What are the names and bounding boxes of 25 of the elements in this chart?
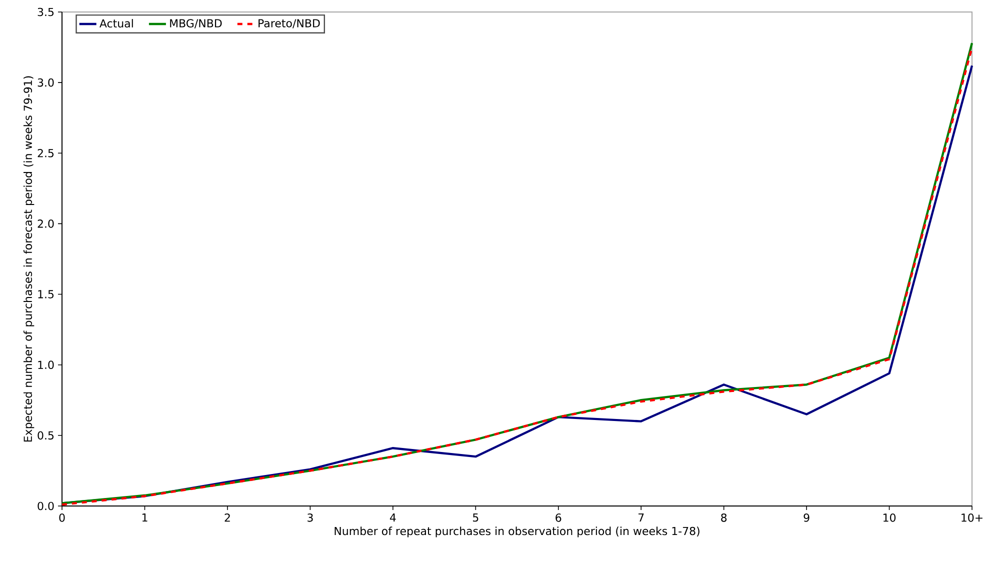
x-tick-label: 4 (390, 514, 396, 522)
y-tick-label: 3.5 (38, 8, 54, 16)
x-tick-label: 5 (472, 514, 478, 522)
x-tick-label: 2 (224, 514, 230, 522)
legend-label: MBG/NBD (170, 19, 222, 28)
x-tick-label: 10+ (962, 514, 982, 522)
x-tick-label: 7 (638, 514, 644, 522)
x-tick-label: 6 (556, 514, 562, 522)
y-tick-label: 0.0 (38, 502, 54, 510)
x-tick-label: 9 (804, 514, 810, 522)
y-tick-label: 1.5 (38, 290, 54, 298)
y-tick-label: 0.5 (38, 431, 54, 440)
x-tick-label: 8 (721, 514, 727, 522)
x-axis-title: Number of repeat purchases in observation period (in weeks 1-78) (334, 526, 700, 538)
y-tick-label: 1.0 (38, 360, 54, 370)
x-tick-label: 1 (142, 514, 148, 522)
legend-label: Pareto/NBD (258, 19, 320, 28)
y-tick-label: 2.5 (38, 148, 54, 158)
x-tick-label: 10 (883, 514, 896, 522)
y-axis-title: Expected number of purchases in forecast period (in weeks 79-91) (24, 76, 34, 442)
y-tick-label: 3.0 (38, 78, 54, 87)
y-tick-label: 2.0 (38, 220, 54, 228)
legend-label: Actual (100, 19, 133, 28)
x-tick-label: 0 (59, 514, 65, 522)
x-tick-label: 3 (308, 514, 313, 522)
